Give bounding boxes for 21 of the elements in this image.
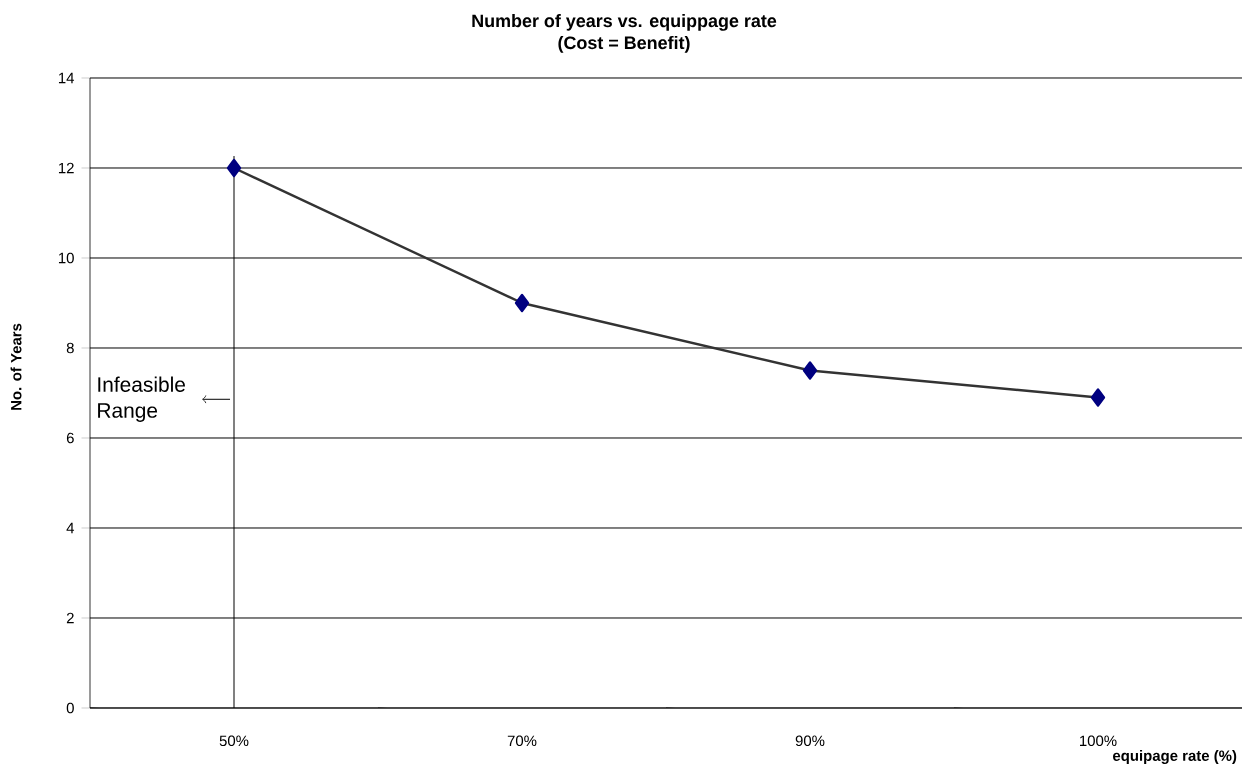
y-tick-label: 4 [66, 523, 75, 534]
y-tick-label: 10 [58, 252, 74, 264]
y-tick-label: 0 [66, 702, 74, 714]
x-tick-label: 100% [1080, 735, 1117, 747]
y-tick-label: 14 [58, 73, 75, 84]
x-tick-label: 50% [219, 735, 249, 747]
y-tick-label: 6 [66, 432, 74, 444]
ref-line-label: Infeasible Range [98, 376, 185, 423]
x-axis-title: equipage rate (%) [1113, 750, 1237, 765]
point [1090, 388, 1106, 407]
point [226, 159, 242, 178]
y-tick-label: 8 [66, 342, 74, 354]
point [802, 361, 818, 380]
y-tick-label: 12 [58, 162, 74, 174]
y-tick-label: 2 [66, 612, 74, 624]
point [514, 294, 530, 313]
chart-subtitle: (Cost = Benefit) [558, 36, 690, 53]
chart-title: Number of years vs. equippage rate [472, 14, 777, 32]
y-axis-title: No. of Years [10, 323, 22, 411]
x-tick-label: 70% [507, 735, 537, 747]
x-tick-label: 90% [795, 735, 825, 747]
